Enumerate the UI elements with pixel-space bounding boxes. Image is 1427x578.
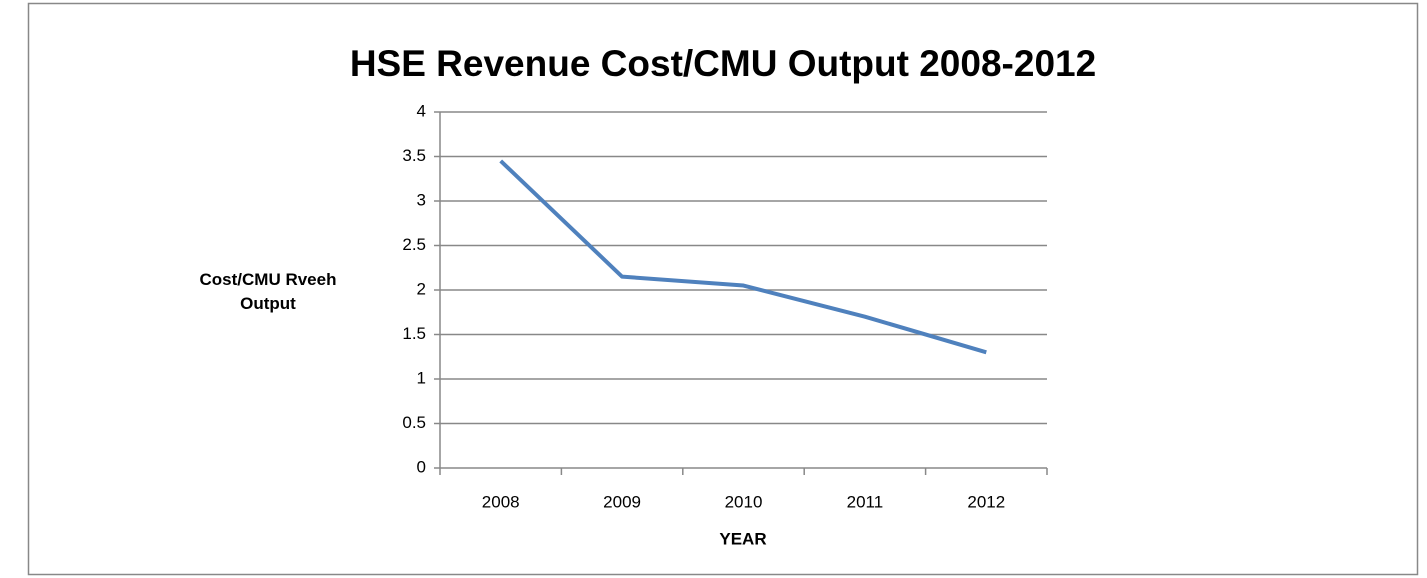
x-tick-label: 2008 <box>482 492 520 511</box>
x-tick-label: 2009 <box>603 492 641 511</box>
x-tick-label: 2011 <box>847 492 884 511</box>
x-tick-label: 2012 <box>967 492 1005 511</box>
data-line <box>499 159 987 355</box>
x-tick-label: 2010 <box>725 492 763 511</box>
y-axis-label: Cost/CMU Rveeh Output <box>199 270 337 313</box>
y-tick-label: 4 <box>417 101 426 120</box>
y-tick-label: 0.5 <box>402 413 426 432</box>
y-tick-label: 1.5 <box>402 324 426 343</box>
y-tick-label: 1 <box>417 368 426 387</box>
x-axis-label: YEAR <box>719 529 766 548</box>
y-tick-label: 2.5 <box>402 235 426 254</box>
y-tick-label: 2 <box>417 279 426 298</box>
chart-title: HSE Revenue Cost/CMU Output 2008-2012 <box>350 43 1096 84</box>
chart-frame <box>27 2 1419 576</box>
y-tick-label: 0 <box>417 457 426 476</box>
y-tick-label: 3.5 <box>402 146 426 165</box>
y-tick-label: 3 <box>417 190 426 209</box>
